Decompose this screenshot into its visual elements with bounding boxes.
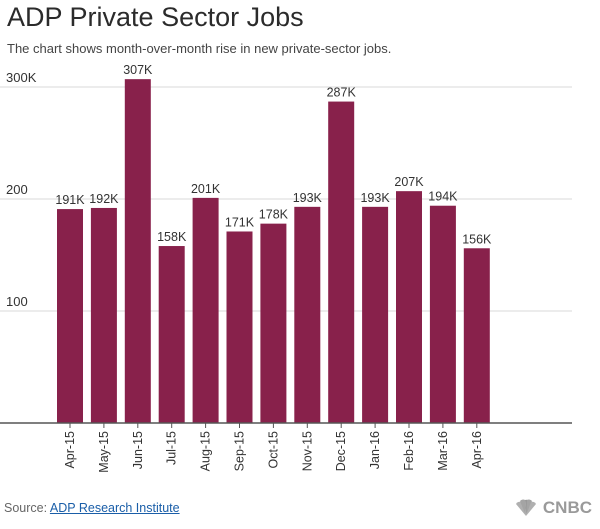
bar — [57, 209, 83, 423]
y-tick-label: 100 — [6, 294, 28, 309]
data-label: 207K — [394, 175, 424, 189]
x-tick-label: Oct-15 — [266, 431, 280, 469]
data-label: 171K — [225, 215, 255, 229]
y-tick-label: 300K — [6, 70, 37, 85]
bar — [226, 231, 253, 423]
data-label: 307K — [123, 63, 153, 77]
data-label: 158K — [157, 230, 187, 244]
x-tick-label: Jan-16 — [368, 431, 382, 469]
bar-chart: 100 200 300K 191K Apr-15 192K May-15 307K Jun-15… — [0, 63, 572, 473]
brand-logo: CNBC — [513, 498, 592, 518]
bar — [124, 79, 151, 423]
bar — [463, 248, 490, 423]
bar — [328, 101, 355, 423]
data-label: 201K — [191, 182, 221, 196]
y-tick-label: 200 — [6, 182, 28, 197]
data-label: 194K — [428, 190, 458, 204]
data-label: 287K — [327, 86, 357, 100]
x-tick-label: Apr-15 — [63, 431, 77, 469]
bar — [362, 206, 389, 423]
x-tick-label: Nov-15 — [300, 431, 314, 471]
data-label: 191K — [55, 193, 85, 207]
x-tick-label: Jun-15 — [131, 431, 145, 469]
data-label: 156K — [462, 232, 492, 246]
data-label: 178K — [259, 208, 289, 222]
x-tick-label: Feb-16 — [402, 431, 416, 471]
bar — [429, 205, 456, 423]
chart-subtitle: The chart shows month-over-month rise in… — [7, 41, 392, 56]
source-line: Source: ADP Research Institute — [4, 501, 180, 515]
x-tick-label: Apr-16 — [470, 431, 484, 469]
data-label: 192K — [89, 192, 119, 206]
x-tick-label: Jul-15 — [165, 431, 179, 465]
x-tick-label: Dec-15 — [334, 431, 348, 471]
brand-name: CNBC — [542, 498, 592, 517]
bar — [294, 206, 321, 423]
bar — [260, 223, 287, 423]
source-prefix: Source: — [4, 501, 48, 515]
x-tick-label: Sep-15 — [233, 431, 247, 471]
data-label: 193K — [293, 191, 323, 205]
peacock-logo-icon — [515, 499, 536, 516]
x-tick-label: May-15 — [97, 431, 111, 473]
data-label: 193K — [360, 191, 390, 205]
source-link[interactable]: ADP Research Institute — [49, 501, 180, 515]
bar — [158, 246, 185, 423]
x-tick-label: Aug-15 — [199, 431, 213, 471]
chart-title: ADP Private Sector Jobs — [7, 2, 304, 32]
x-tick-label: Mar-16 — [436, 431, 450, 471]
bar — [90, 207, 117, 423]
bar — [396, 191, 422, 423]
bar — [192, 197, 219, 423]
